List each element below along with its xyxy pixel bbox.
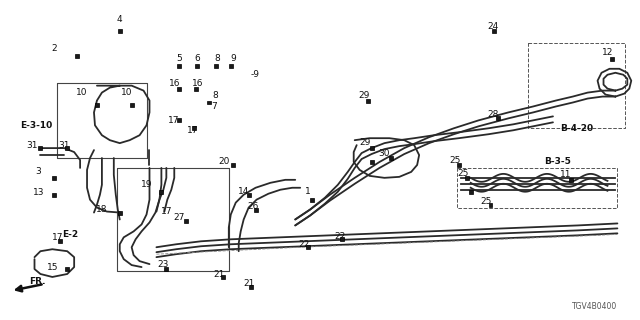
Text: 21: 21 [213, 269, 225, 278]
Bar [65, 146, 69, 150]
Bar [365, 99, 369, 102]
Text: TGV4B0400: TGV4B0400 [572, 302, 618, 311]
Text: 25: 25 [457, 169, 468, 178]
Text: 8: 8 [214, 54, 220, 63]
Bar [95, 103, 99, 108]
Bar [221, 275, 225, 279]
Text: B-4-20: B-4-20 [560, 124, 593, 133]
Text: 31: 31 [58, 140, 70, 150]
Bar [192, 126, 196, 130]
Bar [306, 245, 310, 249]
Text: 12: 12 [602, 48, 613, 57]
Bar [340, 237, 344, 241]
Bar [457, 163, 461, 167]
Text: 26: 26 [247, 202, 259, 211]
Bar [493, 29, 497, 33]
Text: 17: 17 [168, 116, 179, 125]
Bar [195, 64, 199, 68]
Bar [118, 29, 122, 33]
Text: 14: 14 [238, 187, 250, 196]
Text: 17: 17 [161, 207, 172, 216]
Text: 24: 24 [487, 22, 498, 31]
Text: 10: 10 [76, 88, 88, 97]
Bar [177, 64, 181, 68]
Text: 18: 18 [96, 205, 108, 214]
Text: 22: 22 [334, 232, 346, 241]
Bar [228, 64, 233, 68]
Text: -9: -9 [251, 70, 260, 79]
Bar [65, 267, 69, 271]
Text: 31: 31 [27, 140, 38, 150]
Bar [497, 116, 500, 120]
Bar [118, 211, 122, 214]
Bar [164, 267, 168, 271]
Bar [177, 87, 181, 91]
Bar [389, 156, 394, 160]
Bar [52, 193, 56, 197]
Text: 16: 16 [168, 79, 180, 88]
Text: 29: 29 [359, 138, 371, 147]
Text: 25: 25 [449, 156, 461, 164]
Text: 15: 15 [47, 263, 58, 272]
Bar [310, 198, 314, 202]
Text: 16: 16 [192, 79, 204, 88]
Text: 11: 11 [560, 170, 572, 180]
Bar [231, 163, 235, 167]
Text: 6: 6 [194, 54, 200, 63]
Text: E-2: E-2 [62, 230, 78, 239]
Bar [38, 146, 42, 150]
Text: 29: 29 [358, 91, 369, 100]
Text: 5: 5 [177, 54, 182, 63]
Bar [207, 100, 211, 105]
Bar [194, 87, 198, 91]
Text: 28: 28 [488, 110, 499, 119]
Text: 27: 27 [173, 213, 185, 222]
Text: 19: 19 [141, 180, 152, 189]
Text: 10: 10 [121, 88, 132, 97]
Text: 23: 23 [157, 260, 169, 268]
Text: E-3-10: E-3-10 [20, 121, 53, 130]
Bar [248, 285, 253, 289]
Bar [465, 176, 468, 180]
Text: 20: 20 [218, 157, 230, 166]
Text: 25: 25 [481, 197, 492, 206]
Bar [611, 57, 614, 61]
Text: 8: 8 [212, 91, 218, 100]
Bar [468, 190, 473, 194]
Bar [369, 146, 374, 150]
Bar [569, 178, 573, 182]
Text: 13: 13 [33, 188, 44, 197]
Bar [58, 239, 62, 243]
Bar [488, 203, 493, 207]
Text: 2: 2 [51, 44, 57, 53]
Text: 1: 1 [305, 187, 311, 196]
Text: 7: 7 [211, 102, 217, 111]
Text: B-3-5: B-3-5 [544, 157, 571, 166]
Text: 22: 22 [298, 240, 310, 249]
Bar [75, 54, 79, 58]
Text: FR.: FR. [29, 277, 45, 286]
Text: 3: 3 [36, 167, 42, 176]
Bar [184, 220, 188, 223]
Bar [253, 208, 257, 212]
Bar [369, 160, 374, 164]
Text: 4: 4 [117, 15, 123, 24]
Bar [246, 193, 251, 197]
Text: 21: 21 [243, 279, 254, 288]
Bar [159, 190, 163, 194]
Bar [214, 64, 218, 68]
Bar [52, 176, 56, 180]
Text: 17: 17 [52, 233, 63, 242]
Text: 30: 30 [379, 148, 390, 157]
Bar [177, 118, 181, 122]
Text: 17: 17 [188, 126, 199, 135]
Text: 9: 9 [230, 54, 236, 63]
Bar [130, 103, 134, 108]
